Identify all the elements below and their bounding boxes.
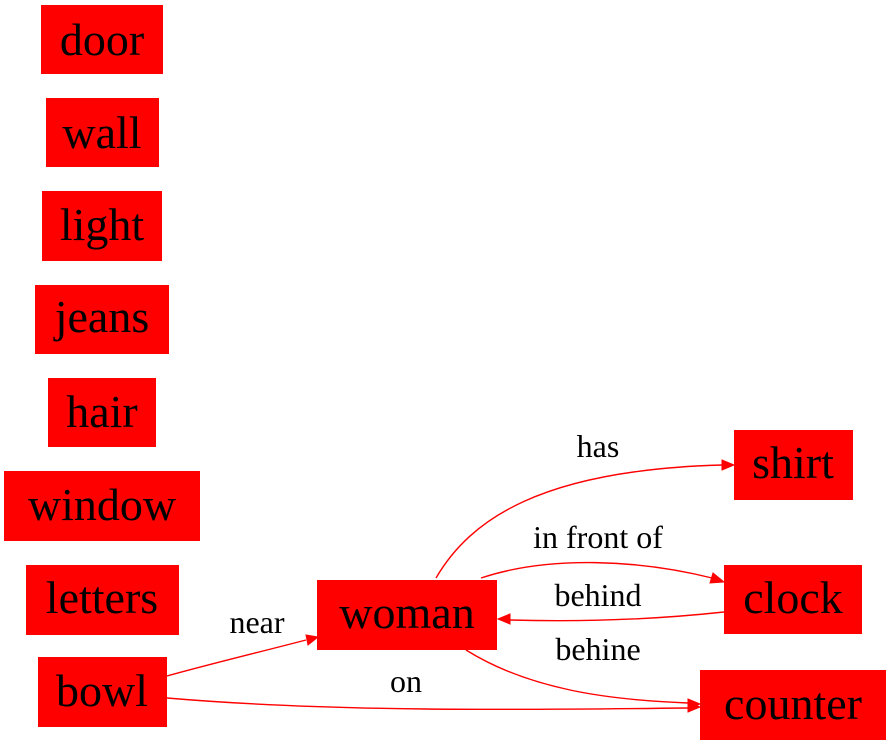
node-box (38, 657, 167, 727)
node-label: clock (743, 572, 843, 623)
edge-bowl-near-woman: near (166, 604, 320, 677)
node-woman: woman (317, 580, 497, 650)
edge-line (465, 649, 689, 704)
edge-label: on (390, 663, 422, 699)
edge-line (166, 639, 307, 677)
node-label: jeans (53, 291, 150, 342)
node-box (317, 580, 497, 650)
node-label: shirt (752, 437, 834, 488)
arrow-head-icon (305, 634, 320, 646)
node-box (48, 378, 156, 447)
edge-line (509, 611, 725, 622)
node-label: wall (62, 107, 141, 158)
arrow-head-icon (721, 459, 736, 471)
node-label: door (60, 14, 144, 65)
node-counter: counter (700, 670, 886, 740)
node-box (734, 430, 853, 500)
node-door: door (41, 5, 163, 74)
node-box (26, 565, 179, 635)
node-box (46, 98, 159, 167)
edge-line (480, 561, 713, 579)
node-box (42, 191, 162, 261)
node-clock: clock (724, 565, 862, 634)
node-box (35, 285, 169, 354)
node-light: light (42, 191, 162, 261)
node-hair: hair (48, 378, 156, 447)
arrow-head-icon (709, 572, 726, 584)
node-label: woman (339, 587, 474, 638)
node-box (724, 565, 862, 634)
node-label: hair (66, 386, 138, 437)
node-box (41, 5, 163, 74)
node-window: window (4, 471, 200, 541)
node-wall: wall (46, 98, 159, 167)
node-box (4, 471, 200, 541)
edge-label: behind (554, 577, 641, 613)
node-label: light (60, 199, 145, 250)
edge-woman-behine-counter: behine (465, 631, 702, 710)
edge-woman-has-shirt: has (435, 428, 736, 579)
node-jeans: jeans (35, 285, 169, 354)
arrow-head-icon (496, 613, 511, 625)
node-shirt: shirt (734, 430, 853, 500)
edge-line (166, 697, 689, 711)
node-label: letters (46, 572, 158, 623)
node-label: counter (724, 678, 862, 729)
node-label: bowl (56, 665, 148, 716)
edge-label: behine (555, 631, 640, 667)
edge-clock-behind-woman: behind (496, 577, 725, 625)
node-bowl: bowl (38, 657, 167, 727)
node-box (700, 670, 886, 740)
node-label: window (28, 479, 177, 530)
edge-line (435, 464, 723, 579)
edge-label: has (577, 428, 620, 464)
arrow-head-icon (687, 701, 702, 713)
edge-label: near (229, 604, 284, 640)
edge-woman-in-front-of-clock: in front of (480, 519, 726, 584)
edge-bowl-on-counter: on (166, 663, 702, 713)
node-letters: letters (26, 565, 179, 635)
edge-label: in front of (533, 519, 663, 555)
